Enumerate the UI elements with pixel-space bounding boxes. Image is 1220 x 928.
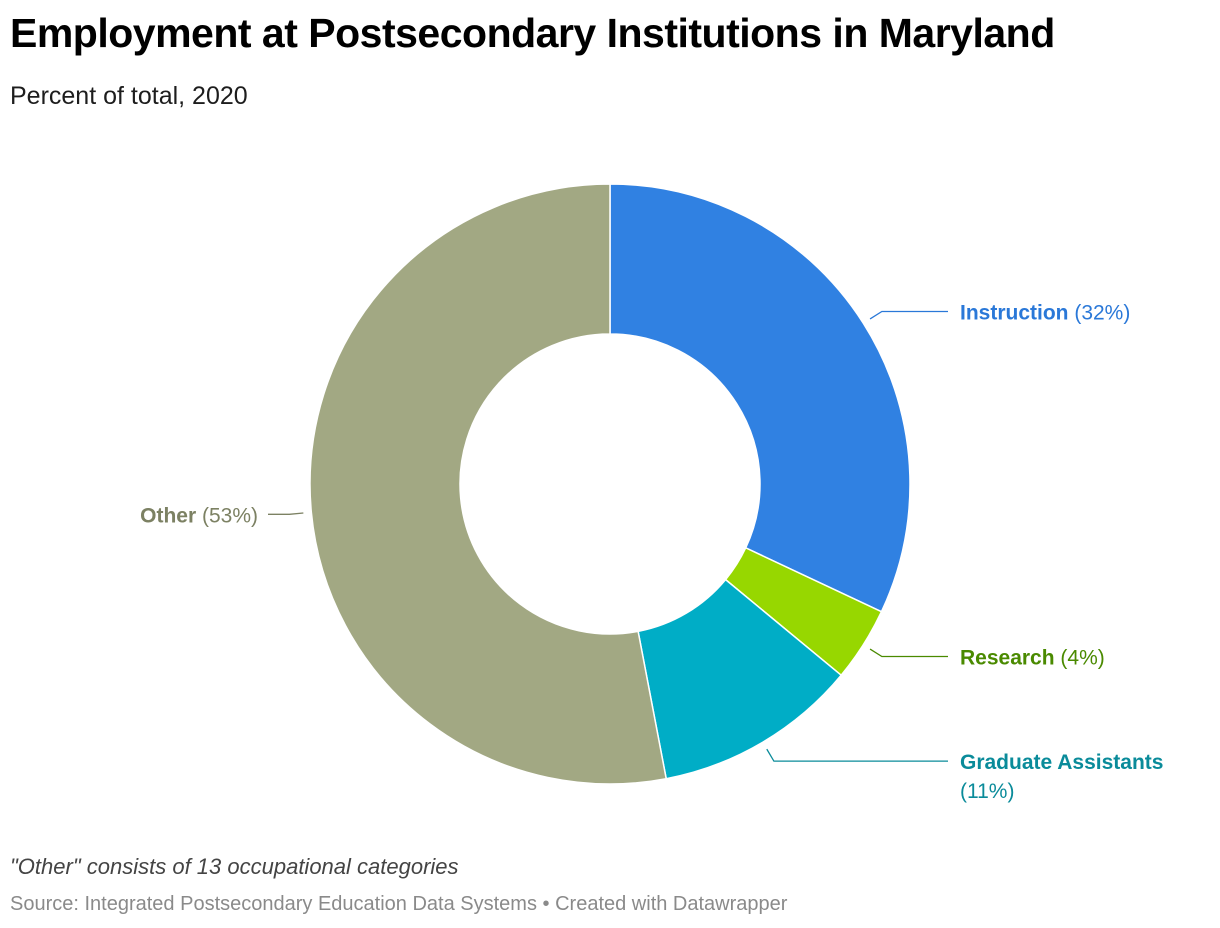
slice-label-value: (32%) xyxy=(1069,301,1131,324)
slice-label-name: Instruction xyxy=(960,301,1069,324)
slice-label-name: Graduate Assistants xyxy=(960,751,1163,774)
leader-line-other xyxy=(268,512,304,515)
slice-label-value: (11%) xyxy=(960,780,1014,803)
source-text: Source: Integrated Postsecondary Educati… xyxy=(10,893,537,915)
chart-subtitle: Percent of total, 2020 xyxy=(10,82,248,110)
source-separator: • xyxy=(542,893,550,915)
slice-label-value: (4%) xyxy=(1055,647,1105,670)
slice-label-research: Research (4%) xyxy=(960,647,1105,670)
slice-label-value: (53%) xyxy=(196,504,258,527)
chart-title: Employment at Postsecondary Institutions… xyxy=(10,10,1055,56)
slice-label-other: Other (53%) xyxy=(140,504,258,527)
leader-line-research xyxy=(869,648,948,658)
slice-other xyxy=(309,183,668,785)
chart-note: "Other" consists of 13 occupational cate… xyxy=(10,854,459,879)
leader-line-graduate-assistants xyxy=(766,748,948,762)
slice-label-graduate-assistants: Graduate Assistants (11%) xyxy=(960,751,1163,803)
slice-labels: Instruction (32%) Research (4%) Graduate A… xyxy=(140,301,1163,803)
slice-label-name: Other xyxy=(140,504,196,527)
label-leader-lines xyxy=(268,310,948,762)
chart-source: Source: Integrated Postsecondary Educati… xyxy=(10,893,787,916)
donut-slices xyxy=(309,183,911,785)
slice-label-instruction: Instruction (32%) xyxy=(960,301,1130,324)
credit-text: Created with Datawrapper xyxy=(555,893,788,915)
leader-line-instruction xyxy=(869,310,948,320)
slice-label-name: Research xyxy=(960,647,1055,670)
slice-instruction xyxy=(609,183,911,613)
